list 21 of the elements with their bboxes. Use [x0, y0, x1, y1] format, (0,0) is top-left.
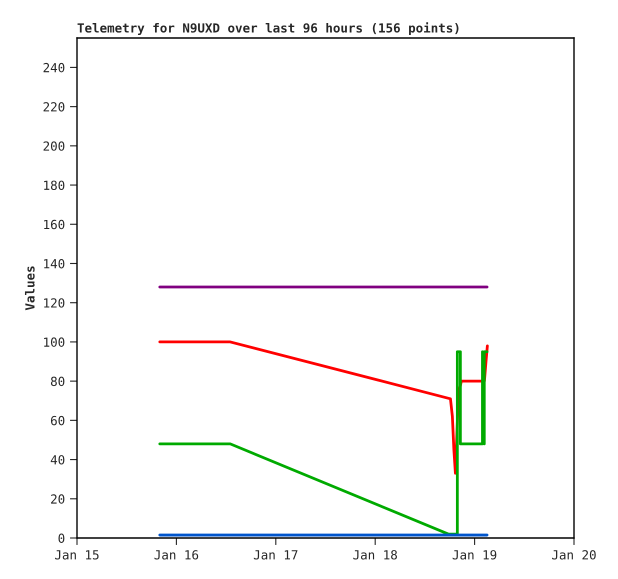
y-tick-label: 160 [44, 220, 64, 230]
y-tick-label: 200 [44, 141, 64, 151]
x-tick-label: Jan 18 [353, 550, 397, 560]
y-tick-label: 140 [44, 258, 64, 268]
y-tick-label: 100 [44, 337, 64, 347]
y-tick-label: 180 [44, 180, 64, 190]
x-tick-label: Jan 16 [154, 550, 198, 560]
x-tick-label: Jan 20 [552, 550, 596, 560]
x-tick-label: Jan 17 [254, 550, 298, 560]
x-tick-label: Jan 19 [452, 550, 496, 560]
y-tick-label: 80 [50, 376, 64, 386]
y-axis-title: Values [24, 266, 35, 310]
y-tick-label: 220 [44, 102, 64, 112]
y-tick-label: 20 [51, 494, 64, 504]
chart-title: Telemetry for N9UXD over last 96 hours (156 points) [78, 22, 458, 36]
y-tick-label: 0 [58, 534, 64, 543]
y-tick-label: 40 [50, 455, 64, 465]
x-tick-label: Jan 15 [55, 550, 99, 560]
y-tick-label: 120 [44, 298, 64, 308]
y-tick-label: 240 [44, 62, 64, 72]
y-tick-label: 60 [50, 416, 64, 426]
